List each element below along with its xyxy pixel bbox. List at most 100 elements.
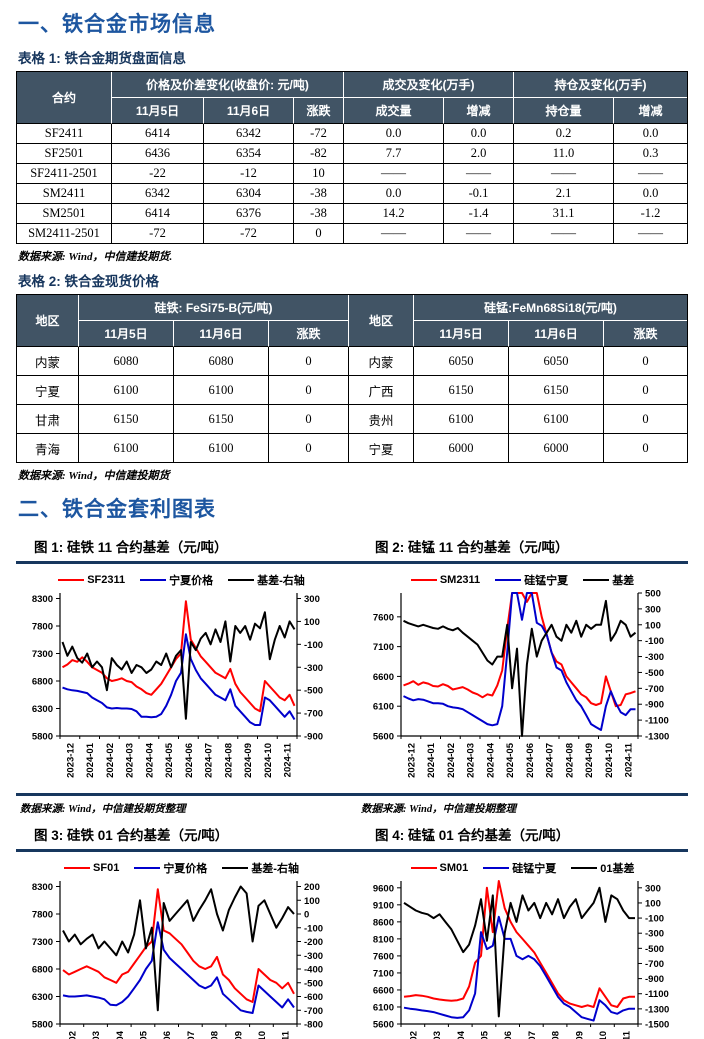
legend-item: SF2311 <box>58 574 125 586</box>
divider <box>16 849 688 852</box>
table-row: SF2501 6436 6354 -82 7.7 2.0 11.0 0.3 <box>17 144 687 164</box>
svg-text:2024-06: 2024-06 <box>503 1031 514 1039</box>
figures-grid: 图 1: 硅铁 11 合约基差（元/吨） 图 2: 硅锰 11 合约基差（元/吨… <box>16 532 688 1039</box>
table-cell: 内蒙 <box>17 347 79 376</box>
data-series-line <box>61 888 295 1003</box>
svg-text:-100: -100 <box>304 640 323 651</box>
table-cell: 10 <box>294 164 344 184</box>
column-group-header: 地区 <box>17 295 79 347</box>
legend-key-line <box>571 867 598 869</box>
legend-key-line <box>228 579 255 581</box>
column-group-header: 硅锰:FeMn68Si18(元/吨) <box>414 295 688 321</box>
table-cell: 6414 <box>112 204 204 224</box>
svg-text:6100: 6100 <box>372 1002 393 1013</box>
table-cell: 6100 <box>79 376 174 405</box>
legend: SF01 宁夏价格 基差-右轴 <box>64 860 299 876</box>
svg-text:2024-04: 2024-04 <box>144 742 155 778</box>
legend-key-line <box>410 579 437 581</box>
svg-text:2024-09: 2024-09 <box>243 743 254 778</box>
legend-label: SF2311 <box>87 574 126 586</box>
legend-key-line <box>583 579 610 581</box>
svg-text:7800: 7800 <box>31 910 52 921</box>
table-cell: 6080 <box>79 347 174 376</box>
svg-text:-700: -700 <box>304 709 323 720</box>
svg-text:2024-07: 2024-07 <box>185 1031 196 1039</box>
svg-text:6300: 6300 <box>31 704 52 715</box>
svg-text:-500: -500 <box>645 668 664 679</box>
svg-text:2024-06: 2024-06 <box>524 743 535 778</box>
svg-text:2024-07: 2024-07 <box>526 1031 537 1039</box>
svg-text:2024-05: 2024-05 <box>479 1030 490 1039</box>
svg-text:7800: 7800 <box>31 622 52 633</box>
svg-text:2024-10: 2024-10 <box>262 743 273 778</box>
table-cell: -72 <box>294 124 344 144</box>
section-1-title: 一、铁合金市场信息 <box>18 13 216 36</box>
svg-text:2024-05: 2024-05 <box>138 1030 149 1039</box>
svg-text:2024-11: 2024-11 <box>623 742 634 777</box>
svg-text:5600: 5600 <box>372 732 393 743</box>
figure-2-chart: SM2311 硅锰宁夏 基差 7600 7100 6600 6100 5600 500 300 1… <box>357 566 688 791</box>
svg-text:6600: 6600 <box>372 985 393 996</box>
svg-text:-800: -800 <box>304 1020 323 1031</box>
figure-4-caption: 图 4: 硅锰 01 合约基差（元/吨） <box>375 828 570 843</box>
table-cell: 宁夏 <box>17 376 79 405</box>
svg-text:300: 300 <box>645 604 661 615</box>
svg-text:2024-02: 2024-02 <box>408 1031 419 1039</box>
table-cell: 6050 <box>509 347 605 376</box>
table-row: 青海 6100 6100 0 宁夏 6000 6000 0 <box>17 434 688 462</box>
table-cell: —— <box>344 164 444 184</box>
column-group-header: 硅铁: FeSi75-B(元/吨) <box>79 295 350 321</box>
table-cell: 6436 <box>112 144 204 164</box>
legend-key-line <box>134 867 161 869</box>
svg-text:-100: -100 <box>645 636 664 647</box>
table-row: SM2501 6414 6376 -38 14.2 -1.4 31.1 -1.2 <box>17 204 687 224</box>
table-cell: -72 <box>204 224 294 243</box>
table-cell: 贵州 <box>349 405 415 434</box>
svg-text:-500: -500 <box>645 944 664 955</box>
svg-text:2024-05: 2024-05 <box>164 742 175 778</box>
legend-item: SM01 <box>410 862 468 874</box>
legend-label: 基差-右轴 <box>257 575 305 587</box>
svg-text:-400: -400 <box>304 965 323 976</box>
table-2-source: 数据来源: Wind，中信建投期货 <box>18 470 170 482</box>
column-group-header: 持仓及变化(万手) <box>514 72 687 98</box>
svg-text:-100: -100 <box>645 914 664 925</box>
svg-text:6800: 6800 <box>31 677 52 688</box>
table-cell: 0 <box>269 376 350 405</box>
svg-text:2024-10: 2024-10 <box>256 1031 267 1039</box>
table-cell: 0.0 <box>344 184 444 204</box>
svg-text:500: 500 <box>645 589 661 600</box>
table-cell: 6150 <box>414 376 510 405</box>
svg-text:6300: 6300 <box>31 992 52 1003</box>
table-cell: SM2411-2501 <box>17 224 112 243</box>
table-cell: 7.7 <box>344 144 444 164</box>
column-header: 涨跌 <box>269 321 350 347</box>
svg-text:2024-11: 2024-11 <box>282 742 293 777</box>
legend-item: 硅锰宁夏 <box>483 860 556 876</box>
section-2-title: 二、铁合金套利图表 <box>18 498 216 521</box>
line-chart: 8300 7800 7300 6800 6300 5800 200 100 0 -100 -200 -… <box>31 881 323 1039</box>
svg-text:8100: 8100 <box>372 934 393 945</box>
table-cell: 0 <box>269 405 350 434</box>
svg-text:300: 300 <box>304 594 320 605</box>
column-header: 11月5日 <box>414 321 510 347</box>
table-row: SF2411 6414 6342 -72 0.0 0.0 0.2 0.0 <box>17 124 687 144</box>
svg-text:7100: 7100 <box>372 642 393 653</box>
svg-text:2024-10: 2024-10 <box>597 1031 608 1039</box>
svg-text:2024-03: 2024-03 <box>432 1031 443 1039</box>
legend-item: SM2311 <box>410 574 480 586</box>
svg-text:8300: 8300 <box>31 882 52 893</box>
column-header: 增减 <box>614 98 687 124</box>
column-header: 涨跌 <box>604 321 688 347</box>
figure-3-chart: SF01 宁夏价格 基差-右轴 8300 7800 7300 6800 6300 5800 20… <box>16 854 347 1039</box>
table-cell: 6376 <box>204 204 294 224</box>
svg-text:2024-08: 2024-08 <box>209 1031 220 1039</box>
table-cell: 6354 <box>204 144 294 164</box>
column-group-header: 成交及变化(万手) <box>344 72 514 98</box>
table-cell: -22 <box>112 164 204 184</box>
svg-text:-300: -300 <box>645 929 664 940</box>
table-cell: —— <box>514 224 614 243</box>
svg-text:7300: 7300 <box>31 649 52 660</box>
table-cell: 0 <box>269 347 350 376</box>
